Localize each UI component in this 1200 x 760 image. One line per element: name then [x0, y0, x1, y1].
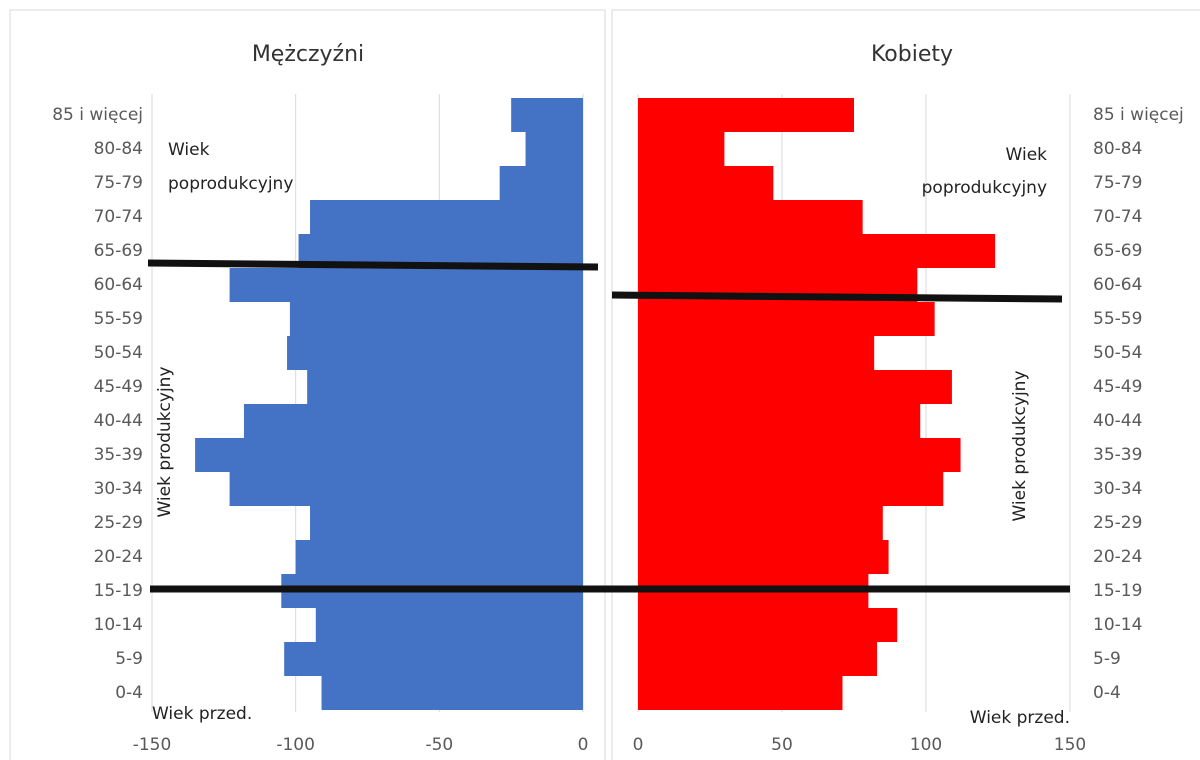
- x-tick-label: 150: [1054, 735, 1086, 755]
- y-tick-label: 55-59: [94, 309, 143, 329]
- y-tick-label: 15-19: [1093, 581, 1142, 601]
- x-tick-label: 50: [771, 735, 793, 755]
- bar: [638, 302, 935, 336]
- y-tick-label: 85 i więcej: [52, 105, 143, 125]
- y-tick-label: 20-24: [94, 547, 143, 567]
- bar: [638, 472, 944, 506]
- y-tick-label: 50-54: [94, 343, 143, 363]
- x-tick-label: -50: [425, 735, 453, 755]
- annotation: Wiek: [168, 140, 210, 160]
- bar: [229, 268, 583, 302]
- y-tick-label: 55-59: [1093, 309, 1142, 329]
- annotation: Wiek: [1006, 145, 1048, 165]
- bar: [195, 438, 583, 472]
- bar: [229, 472, 583, 506]
- annotation: Wiek produkcyjny: [1010, 370, 1030, 521]
- bar: [638, 336, 875, 370]
- y-tick-label: 60-64: [1093, 275, 1142, 295]
- bar: [638, 98, 854, 132]
- y-tick-label: 40-44: [1093, 411, 1142, 431]
- y-tick-label: 80-84: [94, 139, 143, 159]
- y-tick-label: 5-9: [115, 649, 143, 669]
- x-tick-label: 100: [910, 735, 942, 755]
- bar: [638, 540, 889, 574]
- y-tick-label: 25-29: [94, 513, 143, 533]
- bar: [287, 336, 583, 370]
- annotation: poprodukcyjny: [922, 178, 1047, 198]
- y-tick-label: 50-54: [1093, 343, 1142, 363]
- y-tick-label: 65-69: [94, 241, 143, 261]
- boundary-line: [147, 259, 599, 271]
- bar: [638, 608, 898, 642]
- x-tick-label: -100: [276, 735, 315, 755]
- y-tick-label: 75-79: [94, 173, 143, 193]
- bar: [499, 166, 583, 200]
- bar: [321, 676, 583, 710]
- y-tick-label: 30-34: [1093, 479, 1142, 499]
- y-tick-label: 5-9: [1093, 649, 1121, 669]
- y-tick-label: 70-74: [94, 207, 143, 227]
- bar: [307, 370, 583, 404]
- y-tick-label: 65-69: [1093, 241, 1142, 261]
- bar: [525, 132, 583, 166]
- y-tick-label: 25-29: [1093, 513, 1142, 533]
- annotation: Wiek przed.: [970, 708, 1070, 728]
- y-tick-label: 45-49: [94, 377, 143, 397]
- y-tick-label: 40-44: [94, 411, 143, 431]
- bar: [289, 302, 583, 336]
- bar: [638, 370, 952, 404]
- bar: [638, 200, 863, 234]
- bar: [511, 98, 583, 132]
- y-tick-label: 85 i więcej: [1093, 105, 1184, 125]
- y-tick-label: 20-24: [1093, 547, 1142, 567]
- y-tick-label: 10-14: [94, 615, 143, 635]
- x-tick-label: 0: [578, 735, 589, 755]
- boundary-line: [611, 291, 1063, 303]
- chart-title: Mężczyźni: [252, 42, 364, 67]
- y-tick-label: 35-39: [1093, 445, 1142, 465]
- bar: [638, 438, 961, 472]
- y-tick-label: 0-4: [115, 683, 143, 703]
- y-tick-label: 15-19: [94, 581, 143, 601]
- y-tick-label: 60-64: [94, 275, 143, 295]
- y-tick-label: 10-14: [1093, 615, 1142, 635]
- bar: [638, 132, 725, 166]
- y-tick-label: 75-79: [1093, 173, 1142, 193]
- bar: [638, 404, 921, 438]
- bar: [638, 642, 878, 676]
- bar: [310, 506, 583, 540]
- y-tick-label: 35-39: [94, 445, 143, 465]
- annotation: Wiek przed.: [152, 704, 252, 724]
- y-tick-label: 70-74: [1093, 207, 1142, 227]
- y-tick-label: 30-34: [94, 479, 143, 499]
- bar: [315, 608, 583, 642]
- labels: Mężczyźni -150 -100 -50 0 0-4 5-9 10-14 15-19 20-…: [52, 42, 1184, 755]
- bar: [638, 234, 996, 268]
- x-tick-label: 0: [633, 735, 644, 755]
- bar: [638, 166, 774, 200]
- bar: [638, 506, 883, 540]
- panel-border: [9, 9, 606, 760]
- bar: [243, 404, 584, 438]
- y-tick-label: 80-84: [1093, 139, 1142, 159]
- bar: [638, 676, 843, 710]
- plot: [151, 94, 1071, 712]
- chart-title: Kobiety: [871, 42, 953, 67]
- annotation: Wiek produkcyjny: [155, 366, 175, 517]
- y-tick-label: 0-4: [1093, 683, 1121, 703]
- bar: [284, 642, 583, 676]
- bar: [310, 200, 583, 234]
- annotation: poprodukcyjny: [168, 174, 293, 194]
- panel-border: [611, 9, 1200, 760]
- y-tick-label: 45-49: [1093, 377, 1142, 397]
- bar: [295, 540, 583, 574]
- x-tick-label: -150: [133, 735, 172, 755]
